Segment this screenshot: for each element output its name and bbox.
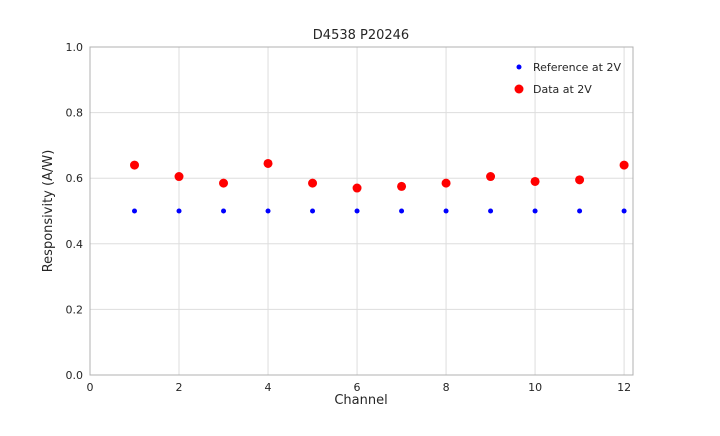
data-point-series-0 xyxy=(399,208,405,214)
x-tick-label: 2 xyxy=(176,381,183,394)
legend: Reference at 2V Data at 2V xyxy=(514,61,621,96)
data-point-series-1 xyxy=(397,181,407,191)
data-point-series-1 xyxy=(530,176,540,186)
data-point-series-1 xyxy=(130,160,140,170)
y-tick-label: 0.2 xyxy=(66,303,84,316)
data-point-series-0 xyxy=(621,208,627,214)
legend-label: Reference at 2V xyxy=(533,61,621,74)
data-point-series-0 xyxy=(354,208,360,214)
x-tick-label: 8 xyxy=(443,381,450,394)
data-point-series-1 xyxy=(308,178,318,188)
data-point-series-0 xyxy=(488,208,494,214)
data-point-series-1 xyxy=(263,158,273,168)
y-tick-label: 0.6 xyxy=(66,172,84,185)
data-point-series-0 xyxy=(176,208,182,214)
x-tick-label: 0 xyxy=(87,381,94,394)
x-axis-label: Channel xyxy=(334,393,387,408)
legend-label: Data at 2V xyxy=(533,83,592,96)
data-point-series-1 xyxy=(352,183,362,193)
x-tick-label: 12 xyxy=(617,381,631,394)
x-tick-labels: 0 2 4 6 8 10 12 xyxy=(87,381,632,394)
plot-border xyxy=(89,46,634,376)
data-point-series-1 xyxy=(619,160,629,170)
data-point-series-1 xyxy=(441,178,451,188)
data-point-series-1 xyxy=(174,172,184,182)
y-tick-labels: 0.0 0.2 0.4 0.6 0.8 1.0 xyxy=(66,41,84,382)
x-tick-label: 10 xyxy=(528,381,542,394)
data-point-series-0 xyxy=(265,208,271,214)
y-axis-label: Responsivity (A/W) xyxy=(41,150,56,273)
data-point-series-0 xyxy=(577,208,583,214)
y-tick-label: 0.8 xyxy=(66,107,84,120)
y-tick-label: 1.0 xyxy=(66,41,84,54)
y-tick-label: 0.4 xyxy=(66,238,84,251)
data-point-series-0 xyxy=(132,208,138,214)
gridlines xyxy=(89,46,633,376)
data-point-series-1 xyxy=(486,172,496,182)
data-point-series-0 xyxy=(443,208,449,214)
chart-title: D4538 P20246 xyxy=(313,28,409,43)
data-point-series-0 xyxy=(221,208,227,214)
data-point-series-0 xyxy=(310,208,316,214)
y-tick-label: 0.0 xyxy=(66,369,84,382)
data-point-series-1 xyxy=(575,175,585,185)
x-tick-label: 4 xyxy=(265,381,272,394)
data-point-series-0 xyxy=(532,208,538,214)
data-points xyxy=(130,158,629,214)
legend-marker xyxy=(514,84,524,94)
x-tick-label: 6 xyxy=(354,381,361,394)
legend-marker xyxy=(516,64,522,70)
data-point-series-1 xyxy=(219,178,229,188)
